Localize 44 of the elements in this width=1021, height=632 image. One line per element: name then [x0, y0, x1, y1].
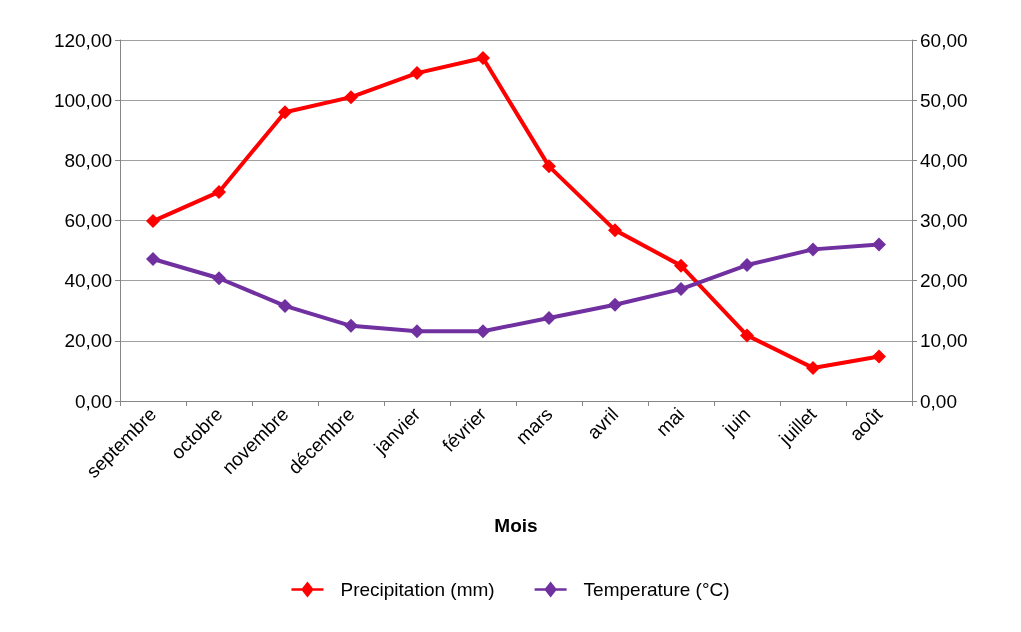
- y-tick-label: 80,00: [64, 149, 112, 171]
- y-tick-label: 0,00: [75, 390, 112, 412]
- x-tick-label: avril: [582, 403, 623, 444]
- point: [740, 258, 754, 273]
- x-tick-label: mai: [651, 403, 689, 441]
- point: [410, 66, 424, 81]
- x-axis-title: Mois: [494, 515, 538, 536]
- point: [212, 271, 226, 286]
- point: [344, 90, 358, 105]
- point: [410, 324, 424, 339]
- point: [344, 318, 358, 333]
- y2-tick-label: 20,00: [920, 270, 968, 292]
- point: [542, 159, 556, 174]
- point: [872, 237, 886, 252]
- y-tick-label: 120,00: [53, 29, 112, 51]
- point: [542, 310, 556, 325]
- y-tick-label: 60,00: [64, 210, 112, 231]
- y2-tick-label: 60,00: [920, 29, 968, 51]
- point: [212, 184, 226, 199]
- y2-tick-label: 50,00: [920, 89, 968, 111]
- y-tick-label: 20,00: [64, 330, 112, 352]
- point: [608, 297, 622, 312]
- y-tick-label: 100,00: [53, 89, 112, 111]
- point: [278, 105, 292, 120]
- y2-tick-label: 30,00: [920, 210, 968, 231]
- point: [806, 242, 820, 257]
- legend-label: Precipitation (mm): [340, 579, 495, 600]
- y2-tick-label: 0,00: [920, 390, 957, 412]
- legend-label: Temperature (°C): [583, 579, 730, 600]
- point: [146, 252, 160, 267]
- y-tick-label: 40,00: [64, 270, 112, 292]
- point: [476, 51, 490, 66]
- point: [278, 298, 292, 313]
- point: [476, 324, 490, 339]
- point: [740, 328, 754, 343]
- point: [146, 214, 160, 229]
- point: [872, 349, 886, 364]
- point: [608, 223, 622, 238]
- x-tick-label: juin: [717, 403, 755, 441]
- point: [674, 282, 688, 297]
- point: [674, 258, 688, 273]
- y2-tick-label: 40,00: [920, 149, 968, 171]
- point: [806, 360, 820, 375]
- y2-tick-label: 10,00: [920, 330, 968, 352]
